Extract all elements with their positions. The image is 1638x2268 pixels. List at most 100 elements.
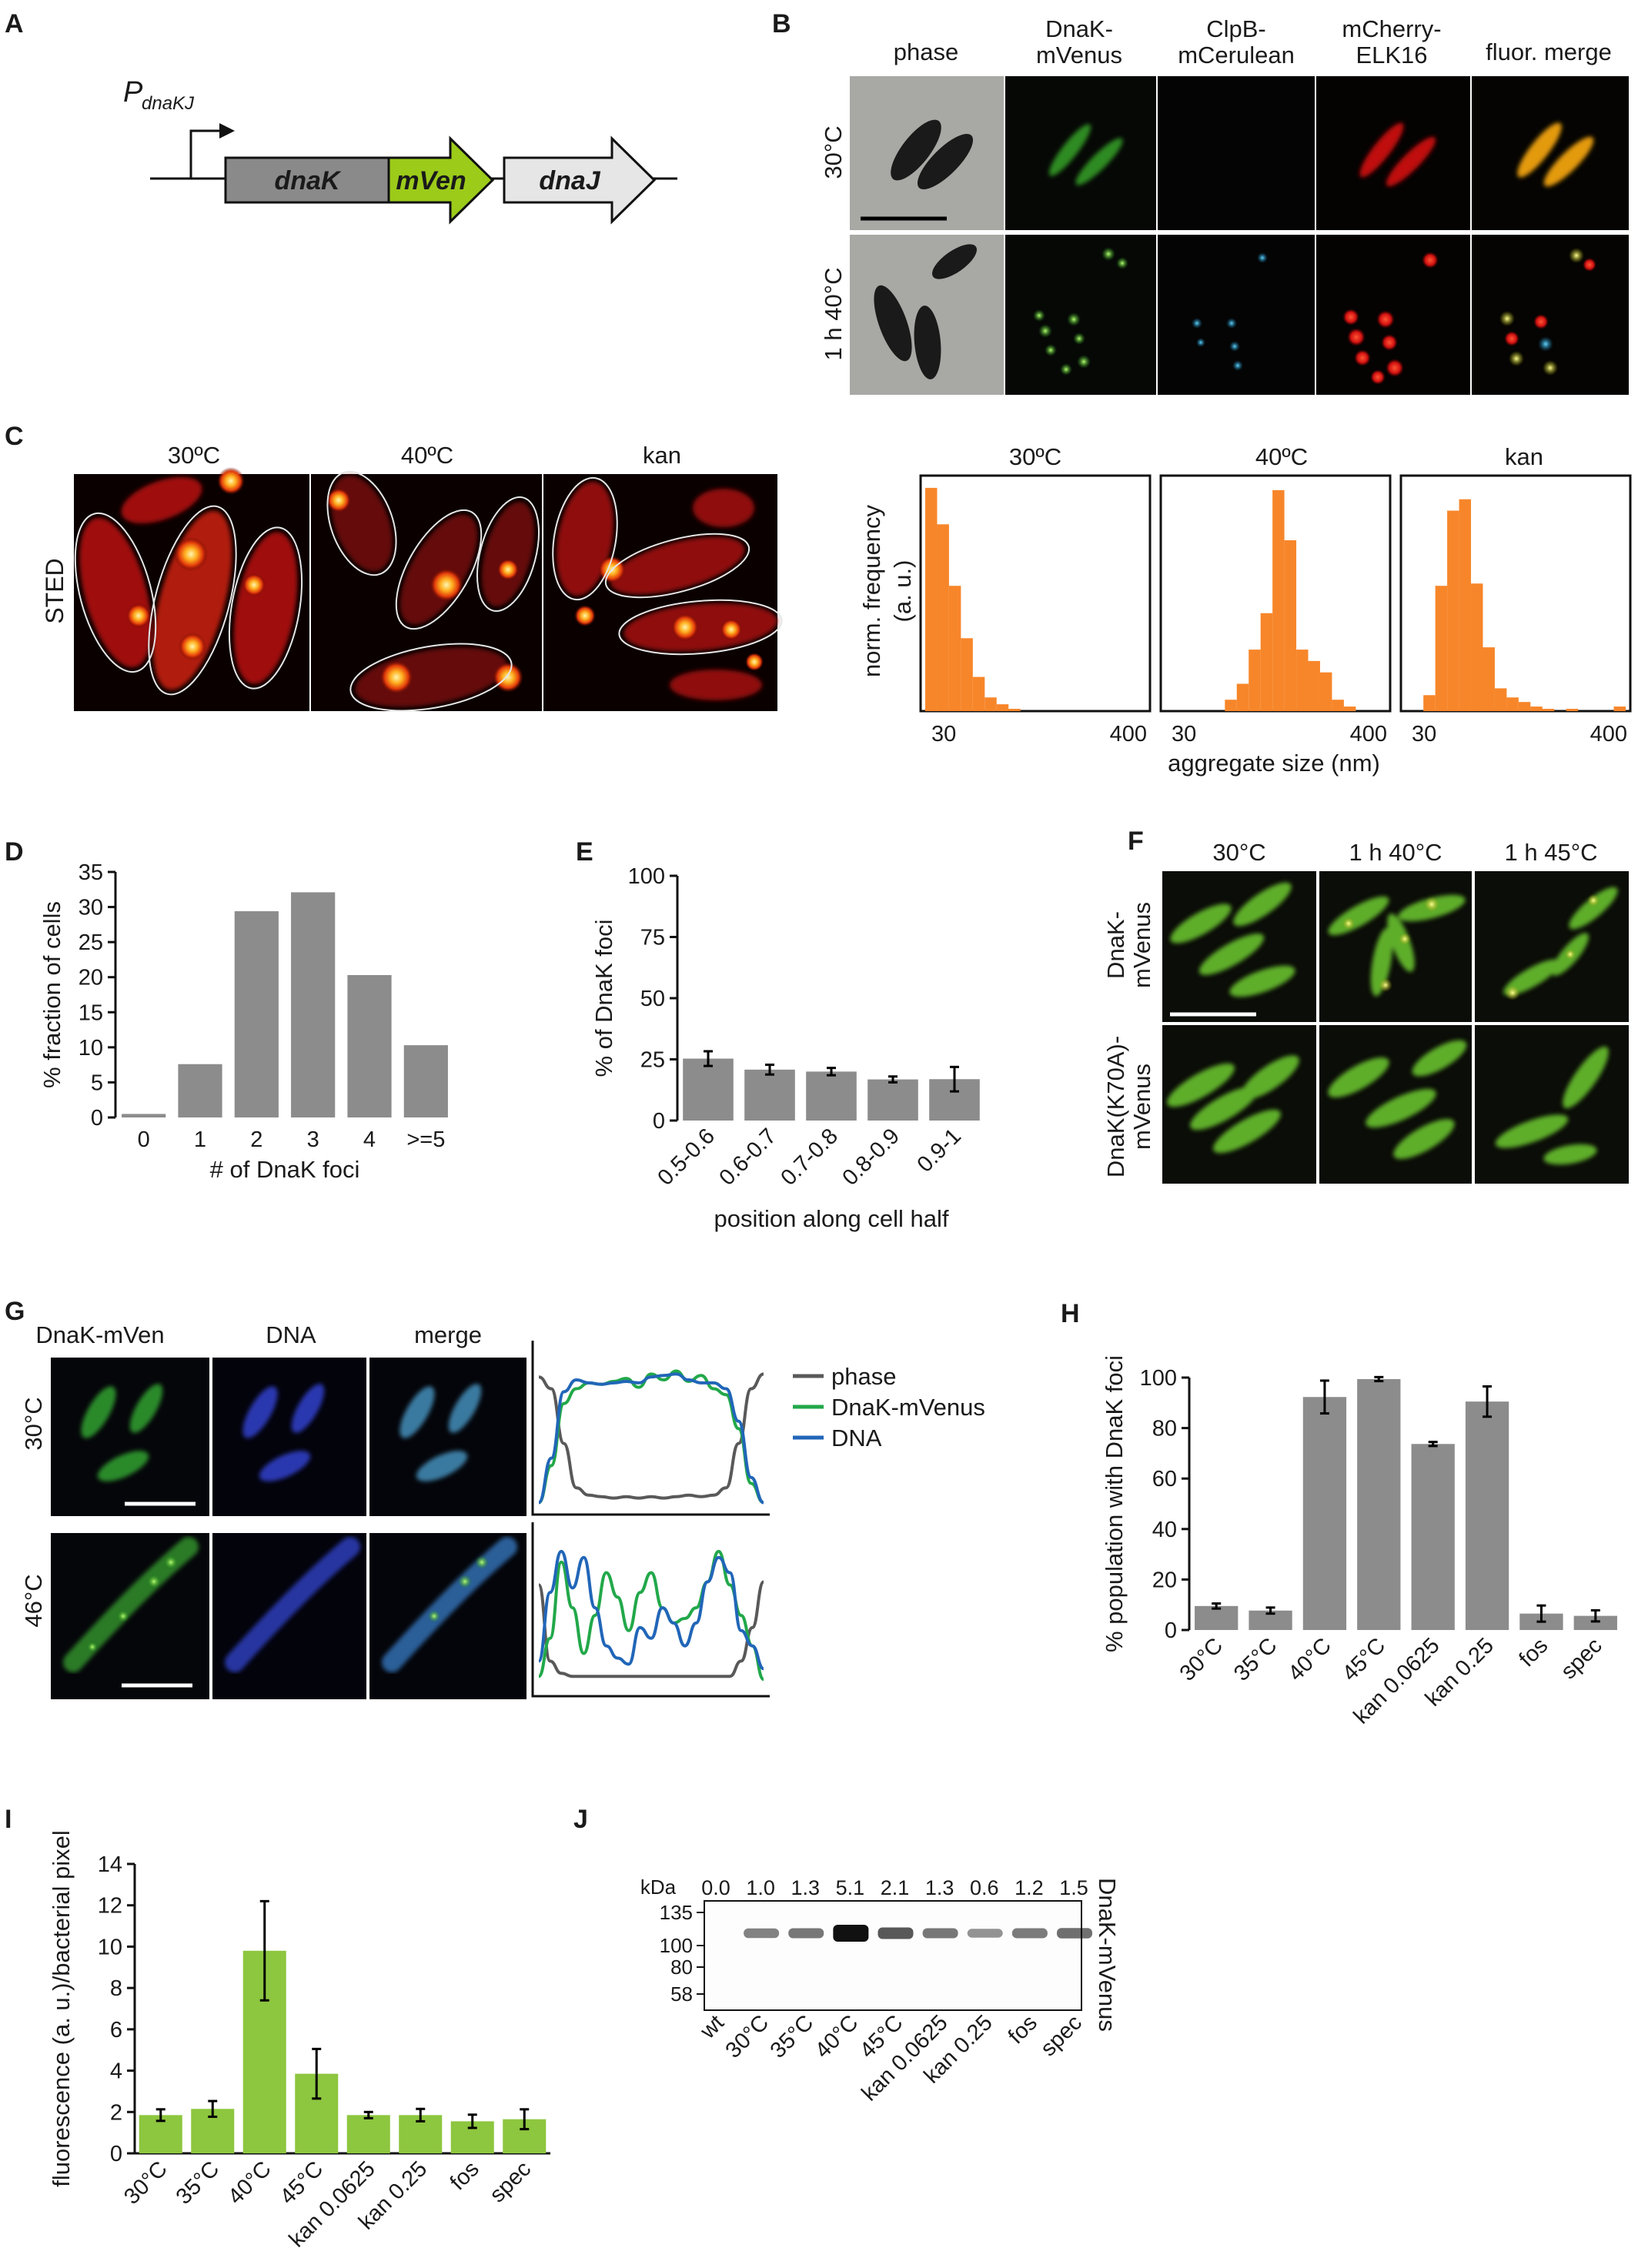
chart-d-ytick-label: 25 bbox=[79, 930, 103, 955]
c-hist-title-kan: kan bbox=[1505, 443, 1543, 470]
c-hist-bar-2-9 bbox=[1530, 706, 1543, 711]
b-col-clpb: ClpB- bbox=[1206, 15, 1266, 42]
chart-h-ytick-label: 100 bbox=[1140, 1366, 1177, 1391]
panel-letter-a: A bbox=[5, 9, 24, 38]
chart-i-xtick-label-0: 30°C bbox=[119, 2156, 172, 2209]
panel-a: A P dnaKJ dnaK mVen dnaJ bbox=[5, 9, 677, 225]
chart-d-ylabel: % fraction of cells bbox=[38, 901, 65, 1088]
c-cell-outlines-30 bbox=[74, 505, 303, 696]
f-row-1a: DnaK- bbox=[1102, 911, 1129, 979]
j-ratio-4: 2.1 bbox=[881, 1876, 910, 1899]
c-hist-bar-0-2 bbox=[948, 586, 961, 711]
c-hist-bar-2-8 bbox=[1518, 702, 1531, 711]
c-hist-title-30: 30ºC bbox=[1009, 443, 1061, 470]
j-ratio-5: 1.3 bbox=[925, 1876, 954, 1899]
j-marker-135: 135 bbox=[660, 1901, 693, 1924]
j-band-8 bbox=[1057, 1928, 1092, 1939]
chart-d-bar-4 bbox=[347, 974, 392, 1117]
c-hist-bar-2-7 bbox=[1506, 697, 1519, 711]
chart-e-ytick-label: 0 bbox=[653, 1109, 665, 1134]
b-col-dnak-2: mVenus bbox=[1036, 42, 1122, 68]
b-col-merge: fluor. merge bbox=[1486, 38, 1612, 65]
chart-e-xtick-label-4: 0.9-1 bbox=[913, 1124, 966, 1177]
g-img-merge-30 bbox=[369, 1358, 526, 1516]
j-lane-3: 40°C bbox=[811, 2010, 863, 2063]
b-cells-dnak-30 bbox=[1048, 124, 1123, 185]
c-hist-bar-0-4 bbox=[972, 676, 985, 711]
c-hist-bar-2-4 bbox=[1471, 583, 1483, 711]
c-hist-bar-2-11 bbox=[1566, 709, 1579, 711]
b-cells-merge-30 bbox=[1517, 122, 1594, 187]
g-profile-46-line-phase bbox=[537, 1580, 765, 1678]
g-profile-46-line-dna bbox=[537, 1549, 764, 1671]
b-foci-merge-40 bbox=[1499, 248, 1596, 376]
f-col-30c: 30°C bbox=[1212, 839, 1265, 866]
g-row-46c: 46°C bbox=[20, 1574, 47, 1627]
chart-i-ytick-label: 8 bbox=[110, 1976, 122, 2001]
g-profile-46 bbox=[537, 1549, 765, 1682]
f-col-45c: 1 h 45°C bbox=[1505, 839, 1598, 866]
c-hist-xtick-lo-2: 30 bbox=[1412, 722, 1436, 747]
c-hist-bar-1-1 bbox=[1236, 683, 1249, 711]
b-img-mcherry-30 bbox=[1316, 76, 1470, 230]
f-row-2b: mVenus bbox=[1128, 1064, 1155, 1150]
chart-e-ylabel: % of DnaK foci bbox=[590, 919, 617, 1077]
chart-h-xtick-label-7: spec bbox=[1556, 1633, 1607, 1684]
c-hist-ylabel-1: norm. frequency bbox=[858, 505, 885, 677]
b-cells-phase-40 bbox=[874, 244, 977, 379]
j-ratio-7: 1.2 bbox=[1015, 1876, 1044, 1899]
f-row-1b: mVenus bbox=[1128, 902, 1155, 988]
c-hist-bar-1-5 bbox=[1284, 540, 1297, 711]
panel-g: G DnaK-mVen DNA merge 30°C 46°C bbox=[5, 1297, 985, 1699]
panel-letter-d: D bbox=[5, 837, 24, 867]
j-bands bbox=[744, 1925, 1092, 1942]
c-sted-content-30 bbox=[79, 467, 298, 690]
chart-h-ytick-label: 80 bbox=[1152, 1417, 1177, 1441]
chart-h-ytick-label: 20 bbox=[1152, 1568, 1177, 1592]
chart-h-bar-3 bbox=[1357, 1378, 1401, 1630]
chart-e-bar-2 bbox=[806, 1071, 857, 1121]
b-cells-mcherry-30 bbox=[1359, 122, 1436, 187]
c-hist-bar-1-10 bbox=[1343, 706, 1356, 711]
b-col-clpb-2: mCerulean bbox=[1178, 42, 1295, 68]
chart-d-bar-5 bbox=[403, 1045, 448, 1117]
g-legend-phase: phase bbox=[831, 1363, 896, 1390]
panel-letter-h: H bbox=[1061, 1299, 1080, 1328]
c-hist-bar-0-1 bbox=[937, 524, 949, 711]
c-hist-xtick-hi-1: 400 bbox=[1350, 722, 1387, 747]
c-hist-xtick-hi-0: 400 bbox=[1110, 722, 1147, 747]
j-lane-2: 35°C bbox=[766, 2010, 818, 2063]
chart-d-xlabel: # of DnaK foci bbox=[210, 1156, 360, 1183]
c-hist-bars bbox=[925, 487, 1626, 711]
b-foci-mcherry-40 bbox=[1342, 252, 1439, 385]
c-hist-xtick-lo-0: 30 bbox=[931, 722, 956, 747]
panel-letter-c: C bbox=[5, 422, 24, 451]
panel-b: B phase DnaK- mVenus ClpB- mCerulean mCh… bbox=[772, 9, 1629, 395]
chart-h-bar-0 bbox=[1195, 1605, 1239, 1630]
chart-d-bar-2 bbox=[234, 911, 279, 1117]
c-hist-bar-2-1 bbox=[1435, 586, 1448, 711]
b-col-mcherry-2: ELK16 bbox=[1356, 42, 1427, 68]
panel-letter-g: G bbox=[5, 1297, 25, 1326]
chart-h-bar-7 bbox=[1573, 1615, 1617, 1630]
j-ratio-6: 0.6 bbox=[970, 1876, 999, 1899]
panel-e: E 0 25 50 75 100 0.5-0.60.6-0.70.7-0.80.8-0.9… bbox=[576, 837, 980, 1232]
j-band-3 bbox=[833, 1925, 869, 1942]
chart-i-xtick-label-1: 35°C bbox=[172, 2156, 224, 2209]
chart-d-ytick-label: 30 bbox=[79, 896, 103, 920]
c-hist-bar-0-3 bbox=[961, 638, 973, 711]
chart-d-ytick-label: 20 bbox=[79, 966, 103, 990]
chart-d-ytick-label: 0 bbox=[91, 1106, 103, 1131]
b-foci-dnak-40 bbox=[1033, 247, 1128, 376]
f-foci bbox=[1342, 894, 1600, 1000]
b-img-clpb-30 bbox=[1158, 76, 1315, 230]
chart-e-bar-0 bbox=[683, 1058, 734, 1121]
g-legend: phase DnaK-mVenus DNA bbox=[793, 1363, 985, 1451]
chart-i-xtick-label-2: 40°C bbox=[223, 2156, 276, 2209]
c-hist-bar-0-7 bbox=[1008, 709, 1021, 711]
g-legend-dnak: DnaK-mVenus bbox=[831, 1394, 985, 1421]
c-hist-bar-0-6 bbox=[996, 704, 1009, 711]
g-profile-30-line-dnak-mvenus bbox=[537, 1369, 764, 1505]
chart-d-xtick-label-1: 1 bbox=[194, 1127, 206, 1152]
